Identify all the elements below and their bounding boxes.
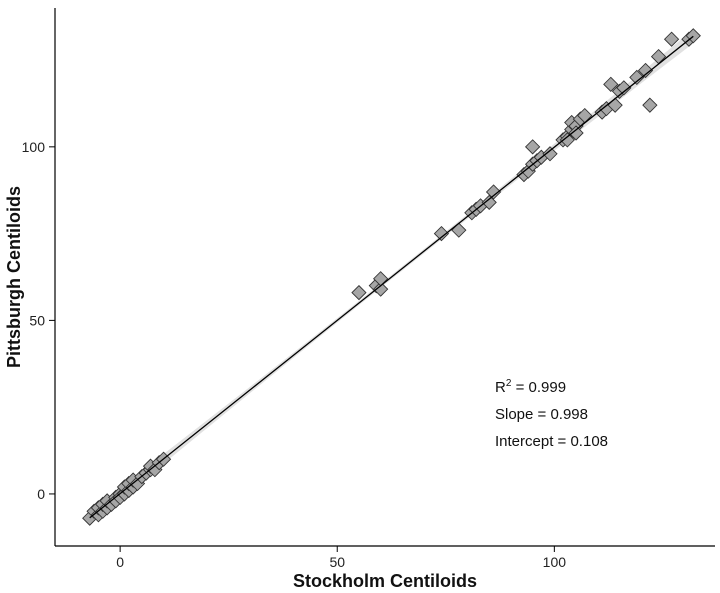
- data-point: [481, 194, 497, 211]
- y-axis-title: Pittsburgh Centiloids: [4, 186, 24, 368]
- r-squared-value: = 0.999: [511, 379, 566, 396]
- data-point: [663, 31, 680, 47]
- data-point: [559, 132, 576, 148]
- r-squared-superscript: 2: [506, 378, 512, 389]
- r-squared-symbol: R: [495, 379, 506, 396]
- data-point: [603, 76, 619, 92]
- plot-area: 0 50 100 0 50 100: [22, 8, 715, 570]
- y-tick-label: 50: [29, 312, 45, 328]
- regression-line: [89, 35, 694, 519]
- data-point: [485, 184, 502, 200]
- slope-label: Slope = 0.998: [495, 406, 588, 423]
- x-tick-label: 0: [116, 554, 124, 570]
- data-point: [542, 146, 558, 162]
- x-tick-label: 50: [329, 554, 345, 570]
- y-tick-label: 0: [37, 486, 45, 502]
- data-point: [351, 284, 367, 301]
- y-tick-label: 100: [22, 139, 46, 155]
- data-point: [642, 97, 658, 113]
- r-squared-label: R2 = 0.999: [495, 378, 566, 396]
- x-axis-ticks: 0 50 100: [116, 546, 566, 570]
- x-tick-label: 100: [543, 554, 567, 570]
- data-point: [433, 225, 450, 242]
- stats-annotation: R2 = 0.999 Slope = 0.998 Intercept = 0.1…: [495, 378, 608, 450]
- data-point: [629, 69, 645, 86]
- data-point: [637, 62, 654, 79]
- data-point: [568, 125, 584, 141]
- x-axis-title: Stockholm Centiloids: [293, 571, 477, 591]
- data-point: [616, 80, 632, 96]
- data-point: [524, 139, 541, 155]
- intercept-label: Intercept = 0.108: [495, 433, 608, 450]
- data-point: [373, 281, 389, 297]
- y-axis-ticks: 0 50 100: [22, 139, 55, 502]
